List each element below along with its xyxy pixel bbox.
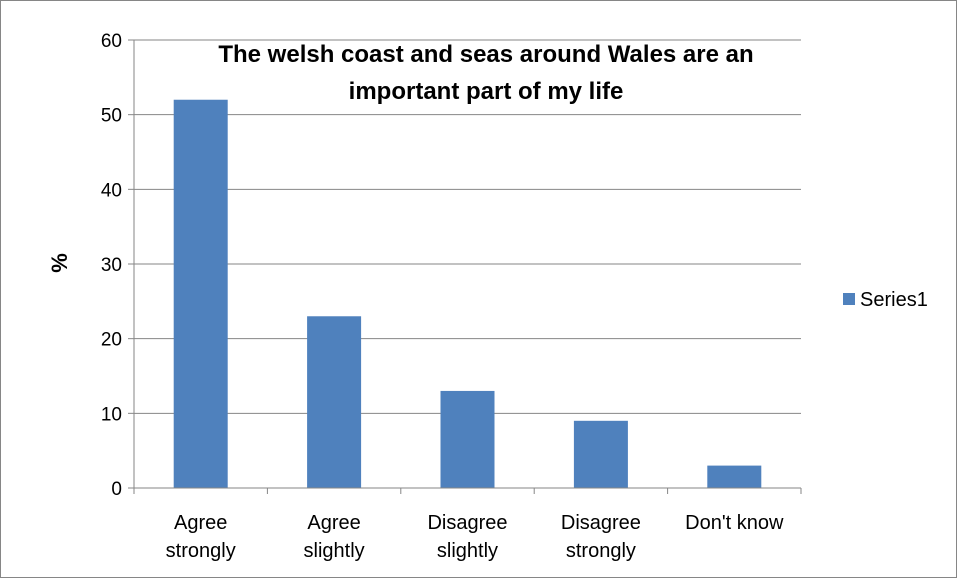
legend-label: Series1 (860, 289, 928, 311)
x-category-label: slightly (304, 540, 365, 562)
x-category-label: Agree (174, 512, 227, 534)
x-category-label: strongly (566, 540, 636, 562)
bar (440, 390, 495, 488)
x-category-label: Don't know (685, 512, 784, 534)
x-category-label: Agree (307, 512, 360, 534)
y-tick-label: 20 (101, 330, 122, 351)
y-tick-labels: 0 10 20 30 40 50 60 (101, 31, 122, 500)
axes (128, 39, 802, 494)
y-tick-label: 40 (101, 180, 122, 201)
bars (173, 99, 762, 488)
bar (707, 465, 762, 488)
y-tick-label: 10 (101, 404, 122, 425)
y-axis-label: % (47, 253, 72, 273)
bar (173, 99, 228, 488)
x-category-label: Disagree (561, 512, 641, 534)
y-tick-label: 30 (101, 255, 122, 276)
x-category-label: Disagree (427, 512, 507, 534)
legend-swatch (843, 293, 855, 305)
y-tick-label: 0 (111, 479, 122, 500)
x-category-labels: Agree strongly Agree slightly Disagree slight… (166, 512, 784, 562)
x-category-label: strongly (166, 540, 236, 562)
bar (573, 420, 628, 488)
legend: Series1 (843, 289, 928, 311)
gridlines (134, 39, 801, 414)
y-tick-label: 60 (101, 31, 122, 52)
y-tick-label: 50 (101, 106, 122, 127)
chart-title-line-2: important part of my life (349, 78, 624, 105)
chart-title-line-1: The welsh coast and seas around Wales ar… (218, 41, 753, 68)
x-category-label: slightly (437, 540, 498, 562)
bar (307, 316, 362, 488)
